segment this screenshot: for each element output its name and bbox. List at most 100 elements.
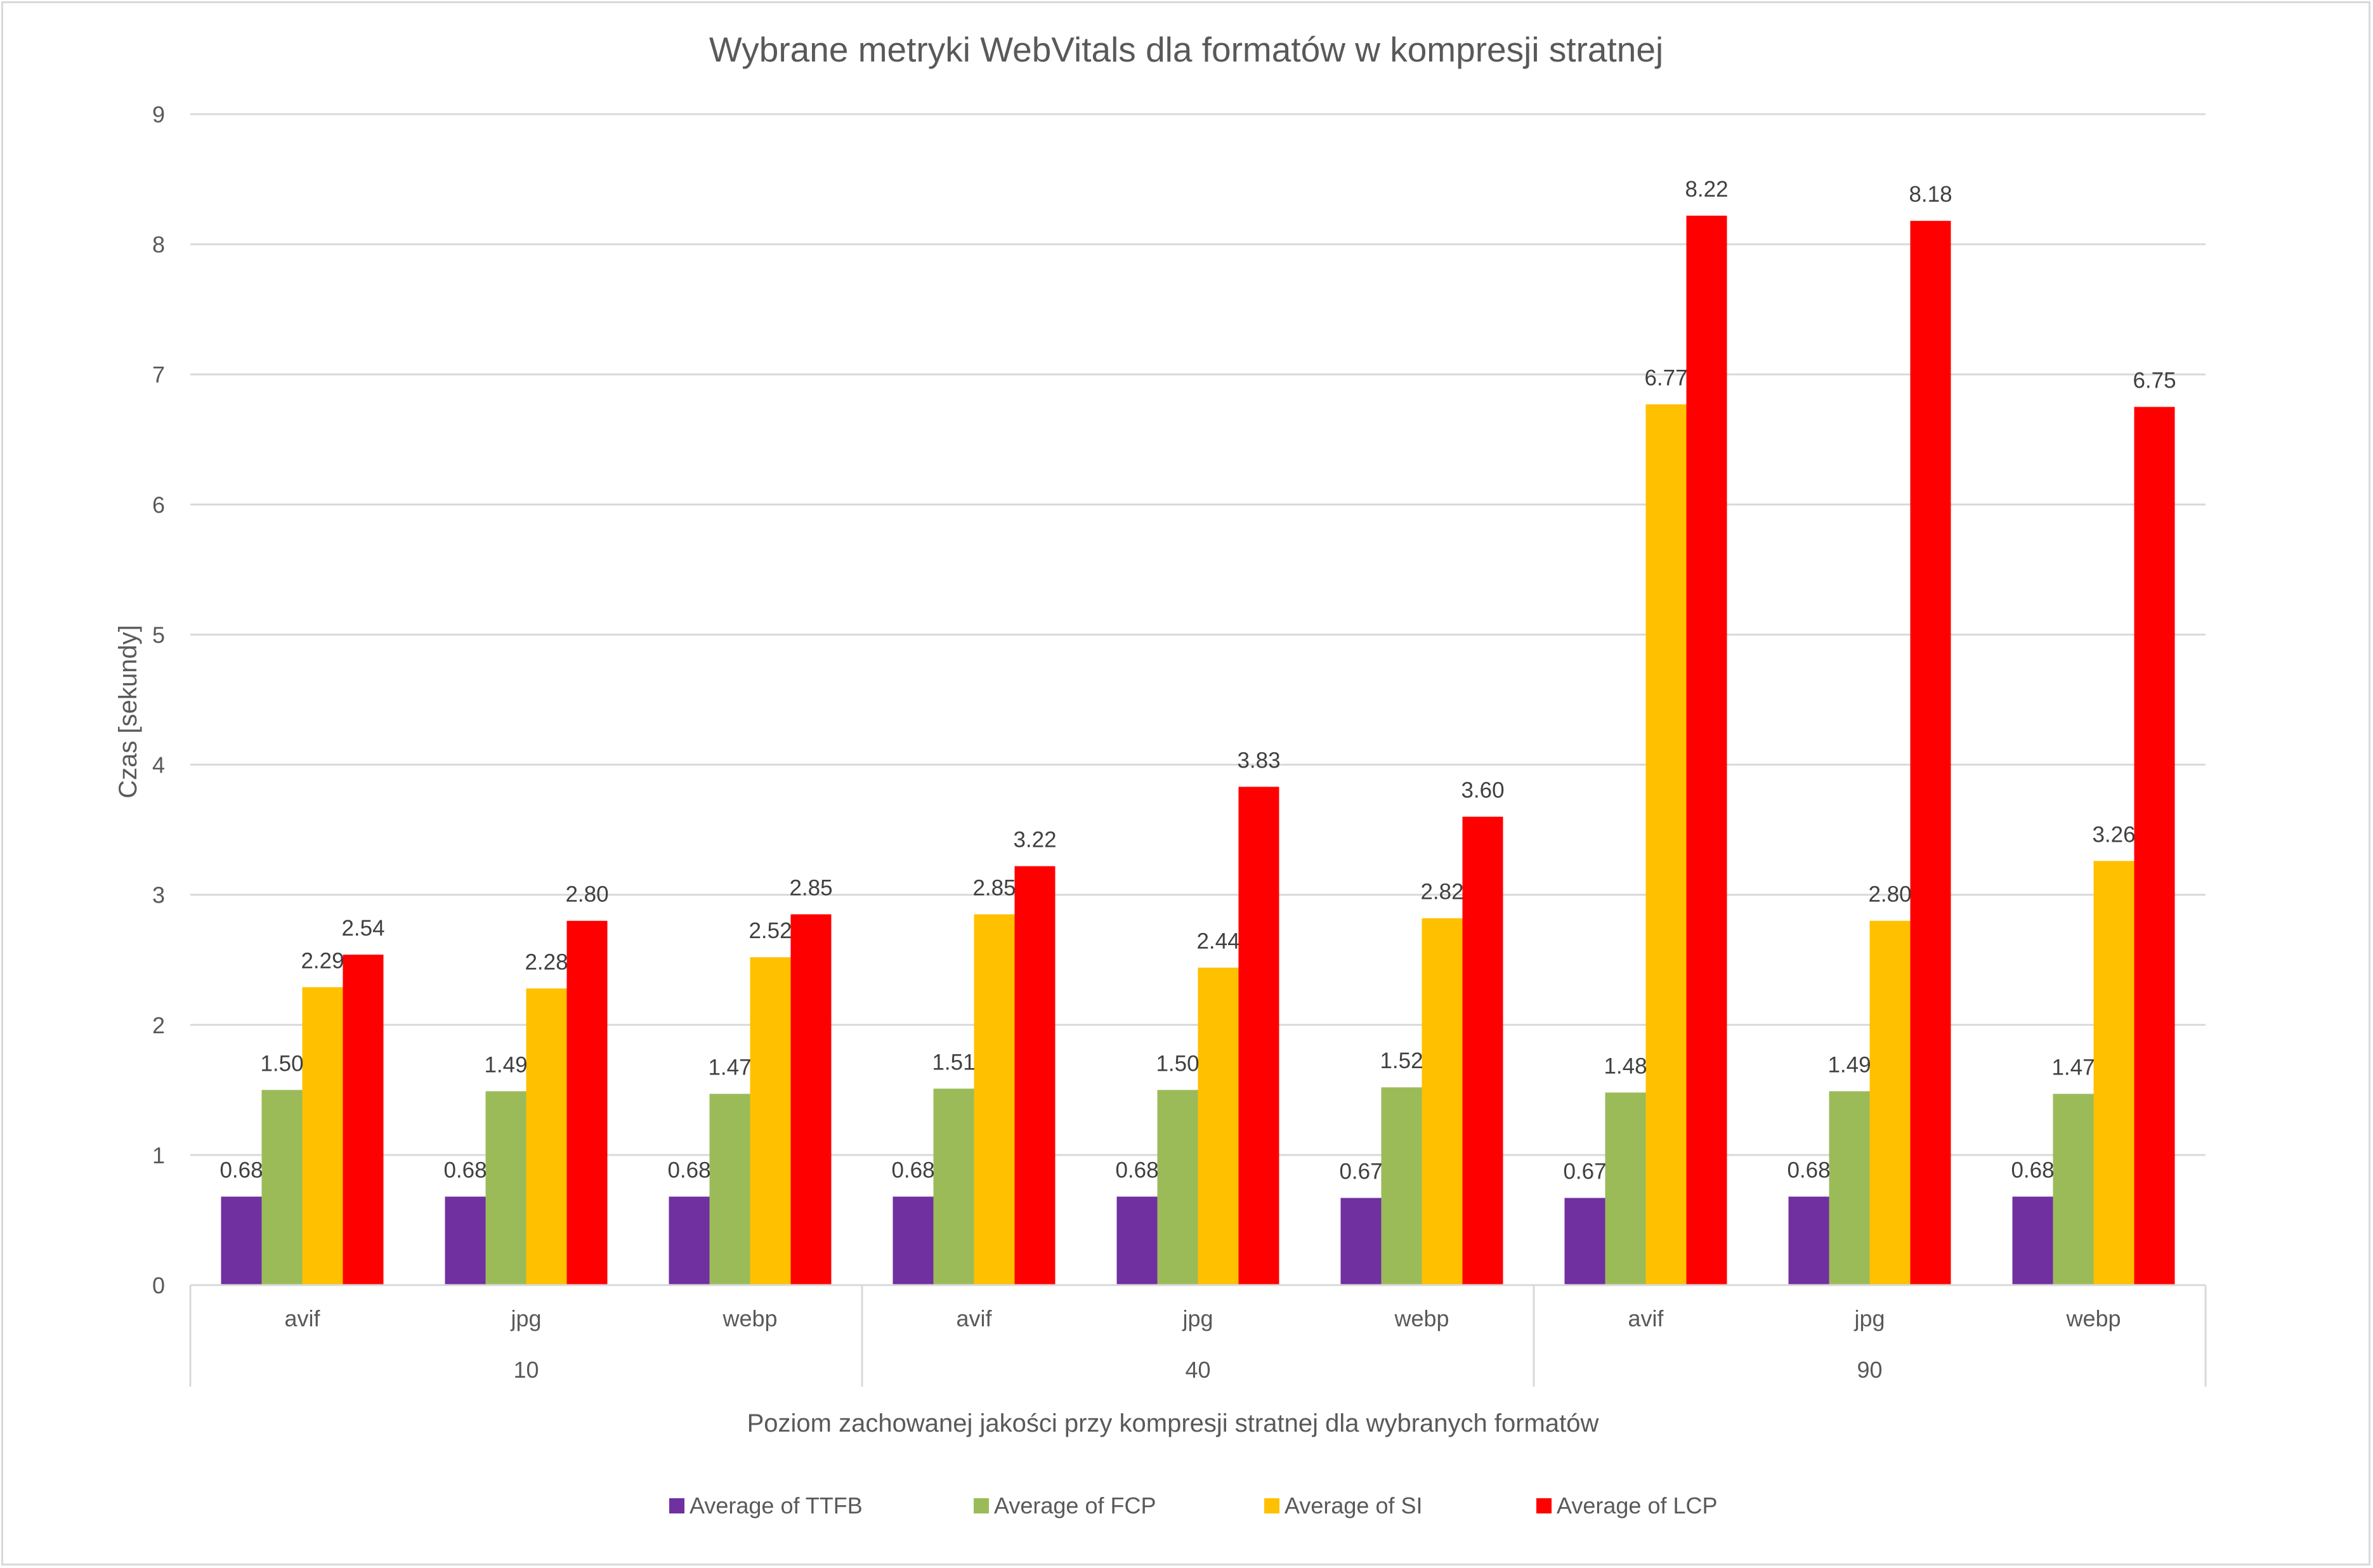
data-label: 0.68 [2011, 1158, 2054, 1183]
y-tick-label: 6 [152, 492, 165, 518]
data-label: 2.52 [749, 918, 792, 943]
bar-average-of-ttfb [1564, 1198, 1605, 1285]
x-tick-label: webp [722, 1305, 777, 1331]
data-label: 1.49 [1827, 1052, 1871, 1077]
bar-average-of-si [1869, 920, 1911, 1285]
data-labels: 0.68 0.68 0.68 0.68 0.68 0.67 0.67 0.68 0.68 1.50… [219, 177, 2176, 1184]
x-tick-label: jpg [1182, 1305, 1213, 1331]
x-tick-label: avif [1628, 1305, 1664, 1331]
bar-average-of-ttfb [892, 1196, 934, 1285]
data-label: 1.52 [1380, 1049, 1423, 1073]
legend-swatch [1536, 1498, 1552, 1513]
bar-average-of-si [302, 987, 343, 1285]
y-tick-label: 8 [152, 232, 165, 258]
legend-swatch [669, 1498, 684, 1513]
data-label: 3.60 [1461, 778, 1504, 803]
x-group-label: 40 [1185, 1357, 1210, 1383]
legend-item: Average of FCP [974, 1493, 1156, 1519]
data-label: 2.44 [1196, 929, 1239, 954]
bar-average-of-fcp [1381, 1087, 1422, 1285]
bar-average-of-lcp [1686, 215, 1727, 1285]
bar-average-of-fcp [933, 1088, 974, 1285]
bar-average-of-lcp [2134, 407, 2175, 1285]
bar-average-of-lcp [1014, 866, 1056, 1285]
data-label: 1.49 [484, 1052, 527, 1077]
data-label: 2.85 [789, 875, 832, 900]
y-tick-label: 3 [152, 882, 165, 908]
data-label: 3.26 [2092, 822, 2135, 847]
data-label: 2.54 [341, 916, 384, 941]
bar-average-of-fcp [1829, 1091, 1870, 1285]
data-label: 3.22 [1013, 828, 1056, 853]
data-label: 2.80 [1868, 882, 1911, 907]
bar-average-of-fcp [2053, 1094, 2094, 1285]
bar-average-of-ttfb [2012, 1196, 2053, 1285]
bar-average-of-lcp [566, 920, 608, 1285]
y-tick-label: 0 [152, 1272, 165, 1298]
data-label: 2.28 [525, 950, 568, 974]
x-group-label: 90 [1857, 1357, 1882, 1383]
bar-average-of-ttfb [1340, 1198, 1382, 1285]
x-tick-label: jpg [1853, 1305, 1885, 1331]
bar-average-of-fcp [485, 1091, 526, 1285]
legend-label: Average of SI [1285, 1493, 1422, 1519]
bar-average-of-lcp [1238, 787, 1279, 1285]
y-tick-label: 9 [152, 101, 165, 127]
data-label: 1.47 [708, 1055, 751, 1080]
bar-average-of-fcp [709, 1094, 750, 1285]
legend-swatch [974, 1498, 989, 1513]
data-label: 0.68 [891, 1158, 934, 1183]
legend-label: Average of LCP [1557, 1493, 1718, 1519]
x-group-label: 10 [513, 1357, 539, 1383]
data-label: 6.77 [1644, 365, 1687, 390]
data-label: 2.29 [301, 948, 344, 973]
bar-average-of-lcp [1910, 221, 1951, 1285]
bar-average-of-lcp [790, 914, 832, 1285]
y-tick-label: 4 [152, 752, 165, 778]
bar-average-of-si [2093, 861, 2134, 1285]
bar-average-of-si [1422, 918, 1463, 1285]
bar-average-of-ttfb [445, 1196, 486, 1285]
data-label: 8.22 [1685, 177, 1728, 202]
data-label: 0.68 [667, 1158, 710, 1183]
bar-average-of-si [750, 957, 791, 1285]
y-tick-label: 5 [152, 622, 165, 648]
data-label: 0.68 [219, 1158, 263, 1183]
y-tick-label: 2 [152, 1012, 165, 1038]
legend: Average of TTFB Average of FCP Average of … [669, 1493, 1718, 1519]
bar-average-of-si [974, 914, 1015, 1285]
bar-average-of-ttfb [669, 1196, 710, 1285]
bar-average-of-si [1198, 967, 1239, 1285]
x-tick-label: webp [1394, 1305, 1449, 1331]
data-label: 0.68 [443, 1158, 487, 1183]
x-tick-label: avif [956, 1305, 992, 1331]
x-axis-title: Poziom zachowanej jakości przy kompresji… [747, 1409, 1599, 1437]
x-tick-label: webp [2065, 1305, 2121, 1331]
chart-title: Wybrane metryki WebVitals dla formatów w… [709, 30, 1663, 69]
data-label: 2.80 [565, 882, 608, 907]
legend-label: Average of FCP [994, 1493, 1156, 1519]
bar-average-of-ttfb [221, 1196, 262, 1285]
bar-average-of-si [526, 988, 567, 1285]
data-label: 2.82 [1420, 880, 1463, 905]
data-label: 1.47 [2051, 1055, 2095, 1080]
data-label: 3.83 [1237, 748, 1280, 773]
legend-swatch [1264, 1498, 1279, 1513]
bar-average-of-si [1645, 404, 1687, 1286]
data-label: 1.50 [260, 1051, 303, 1076]
x-axis: avif jpg webp avif jpg webp avif jpg webp 10 40 90 [189, 1284, 2207, 1387]
y-tick-label: 1 [152, 1142, 165, 1168]
data-label: 8.18 [1909, 182, 1952, 207]
y-axis-title: Czas [sekundy] [114, 625, 142, 798]
y-tick-label: 7 [152, 362, 165, 388]
bar-average-of-fcp [1605, 1092, 1646, 1285]
data-label: 0.68 [1115, 1158, 1158, 1183]
data-label: 0.67 [1339, 1160, 1382, 1184]
data-label: 1.51 [932, 1050, 975, 1075]
bar-average-of-lcp [1462, 816, 1503, 1285]
x-tick-label: jpg [510, 1305, 541, 1331]
bars [221, 215, 2175, 1286]
data-label: 0.67 [1563, 1160, 1606, 1184]
